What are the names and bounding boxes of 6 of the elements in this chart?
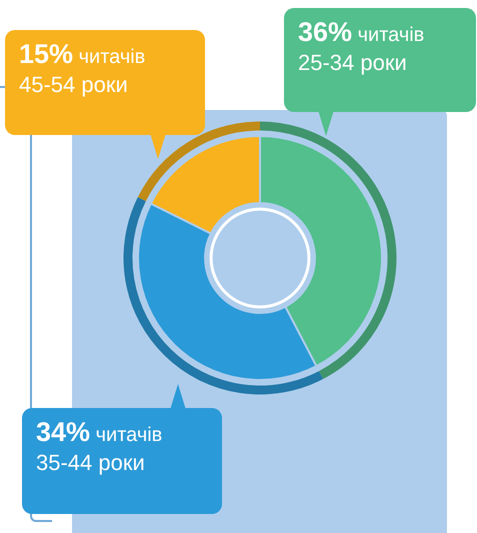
- slice-label: 35-44 роки: [36, 450, 145, 475]
- slice-label: 25-34 роки: [298, 50, 407, 75]
- slice-label: 45-54 роки: [19, 72, 128, 97]
- data-label: 34% читачів: [36, 417, 162, 447]
- data-label: 15% читачів: [19, 39, 146, 69]
- data-label: 36% читачів: [298, 17, 424, 47]
